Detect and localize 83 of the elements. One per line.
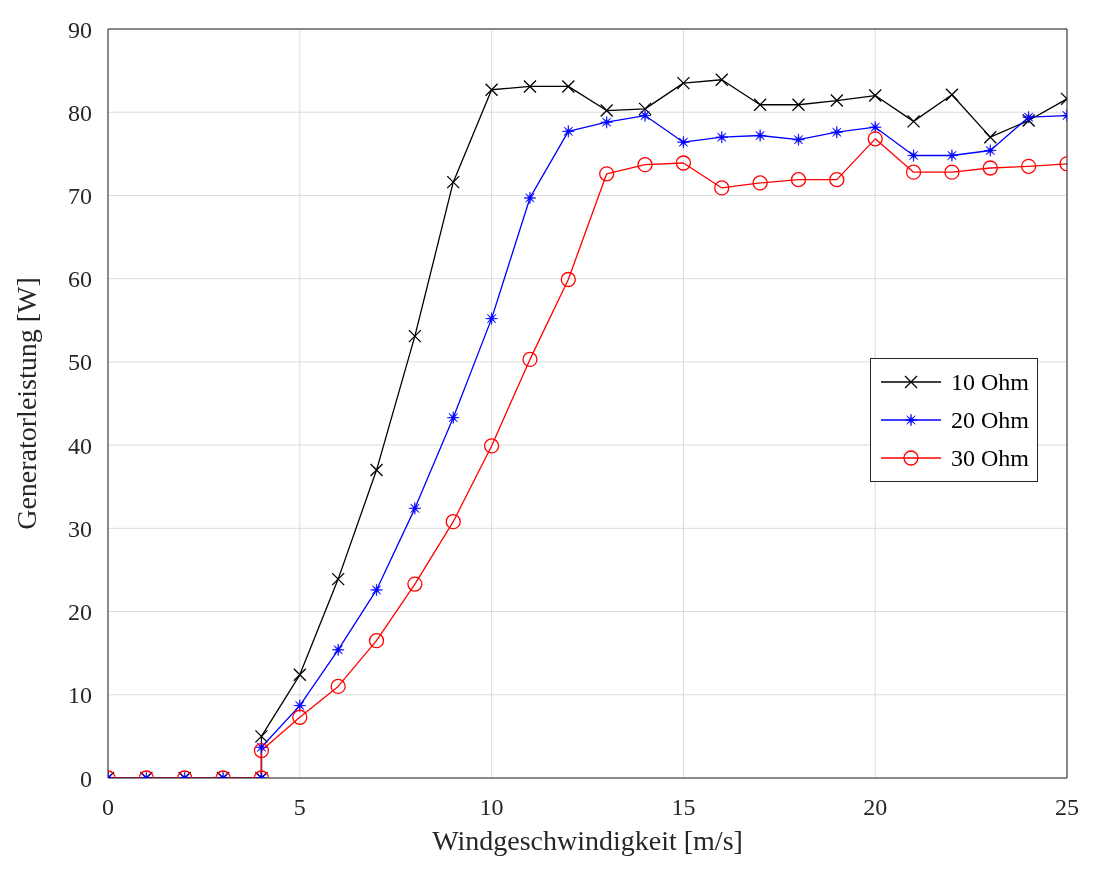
point bbox=[944, 164, 960, 180]
point bbox=[292, 709, 308, 725]
point bbox=[945, 149, 959, 162]
y-tick-label: 0 bbox=[80, 765, 92, 792]
point bbox=[561, 79, 575, 94]
x-tick-label: 0 bbox=[102, 794, 114, 821]
y-tick-label: 80 bbox=[68, 99, 92, 126]
point bbox=[867, 131, 883, 147]
point bbox=[1021, 113, 1036, 128]
point bbox=[445, 514, 461, 530]
y-tick-label: 10 bbox=[68, 682, 92, 709]
point bbox=[560, 271, 576, 288]
point bbox=[715, 73, 729, 87]
point bbox=[253, 742, 270, 759]
point bbox=[675, 155, 692, 171]
point bbox=[638, 109, 652, 122]
point bbox=[791, 98, 806, 112]
point bbox=[254, 729, 269, 744]
point bbox=[370, 583, 383, 597]
point bbox=[446, 175, 460, 189]
point bbox=[523, 79, 537, 94]
point bbox=[983, 144, 997, 157]
point bbox=[714, 180, 730, 196]
point bbox=[792, 133, 805, 146]
point bbox=[790, 171, 807, 188]
point bbox=[676, 76, 691, 90]
point bbox=[907, 149, 920, 162]
point bbox=[753, 129, 767, 142]
point bbox=[446, 411, 460, 424]
y-tick-label: 20 bbox=[68, 599, 92, 626]
x-tick-label: 5 bbox=[293, 794, 306, 821]
point bbox=[483, 438, 500, 454]
point bbox=[408, 502, 422, 515]
point bbox=[368, 633, 385, 649]
y-tick-label: 70 bbox=[68, 182, 92, 209]
y-axis-title: Generatorleistung [W] bbox=[10, 277, 42, 530]
point bbox=[484, 83, 499, 97]
legend-label: 20 Ohm bbox=[951, 406, 1029, 434]
point bbox=[830, 125, 844, 139]
x-tick-label: 20 bbox=[863, 794, 888, 821]
point bbox=[1020, 158, 1037, 174]
x-tick-label: 10 bbox=[479, 794, 504, 821]
point bbox=[906, 114, 921, 129]
point bbox=[600, 103, 614, 118]
point bbox=[369, 463, 384, 477]
point bbox=[331, 643, 345, 657]
point bbox=[830, 93, 844, 108]
y-tick-label: 60 bbox=[68, 266, 92, 293]
y-tick-label: 90 bbox=[68, 16, 92, 43]
point bbox=[522, 351, 538, 368]
point bbox=[562, 125, 575, 138]
point bbox=[485, 312, 498, 325]
point bbox=[868, 88, 882, 103]
point bbox=[1022, 110, 1035, 124]
point bbox=[293, 699, 307, 712]
point bbox=[638, 102, 652, 116]
point bbox=[677, 135, 690, 149]
point bbox=[600, 115, 613, 129]
y-tick-label: 40 bbox=[68, 432, 92, 459]
point bbox=[945, 88, 959, 102]
point bbox=[637, 157, 653, 173]
point bbox=[982, 160, 998, 176]
point bbox=[599, 166, 615, 182]
point bbox=[715, 130, 729, 144]
x-tick-label: 15 bbox=[671, 794, 696, 821]
point bbox=[868, 120, 882, 134]
point bbox=[753, 98, 767, 112]
legend-label: 30 Ohm bbox=[951, 444, 1029, 472]
y-tick-label: 30 bbox=[68, 515, 92, 542]
x-tick-label: 25 bbox=[1055, 794, 1079, 821]
legend-label: 10 Ohm bbox=[951, 368, 1029, 396]
y-tick-label: 50 bbox=[68, 349, 92, 376]
point bbox=[330, 678, 346, 695]
point bbox=[523, 191, 537, 205]
point bbox=[293, 668, 307, 682]
point bbox=[331, 572, 345, 586]
point bbox=[983, 130, 997, 144]
point bbox=[752, 175, 768, 191]
x-axis-title: Windgeschwindigkeit [m/s] bbox=[432, 825, 743, 856]
point bbox=[829, 171, 845, 188]
point bbox=[407, 576, 423, 592]
point bbox=[408, 329, 422, 343]
point bbox=[905, 164, 922, 180]
